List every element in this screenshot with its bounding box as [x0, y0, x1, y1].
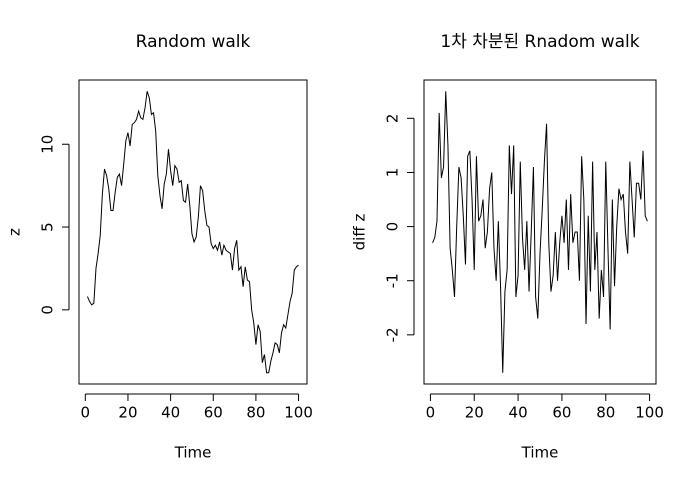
series-line — [432, 91, 648, 373]
x-tick-label: 20 — [118, 404, 137, 422]
x-tick-label: 20 — [465, 404, 484, 422]
y-tick-label: 5 — [39, 222, 57, 232]
y-tick-label: -2 — [384, 327, 402, 342]
x-tick-label: 60 — [552, 404, 571, 422]
y-axis-label: diff z — [351, 214, 369, 251]
y-tick-label: 10 — [39, 135, 57, 154]
x-axis-label: Time — [174, 444, 212, 462]
x-tick-label: 80 — [596, 404, 615, 422]
y-tick-label: -1 — [384, 273, 402, 288]
x-tick-label: 100 — [284, 404, 313, 422]
chart-title: Random walk — [136, 32, 251, 52]
y-tick-label: 0 — [384, 222, 402, 232]
x-tick-label: 80 — [246, 404, 265, 422]
series-line — [86, 91, 299, 374]
x-tick-label: 40 — [509, 404, 528, 422]
x-tick-label: 0 — [426, 404, 436, 422]
x-tick-label: 40 — [161, 404, 180, 422]
x-tick-label: 100 — [635, 404, 664, 422]
y-axis-label: z — [6, 228, 24, 236]
y-tick-label: 1 — [384, 168, 402, 178]
x-tick-label: 0 — [81, 404, 91, 422]
plot-box — [423, 79, 657, 385]
y-tick-label: 2 — [384, 114, 402, 124]
y-tick-label: 0 — [39, 305, 57, 315]
x-tick-label: 60 — [204, 404, 223, 422]
x-axis-label: Time — [521, 444, 559, 462]
plot-box — [78, 79, 308, 385]
chart-title: 1차 차분된 Rnadom walk — [440, 32, 639, 52]
